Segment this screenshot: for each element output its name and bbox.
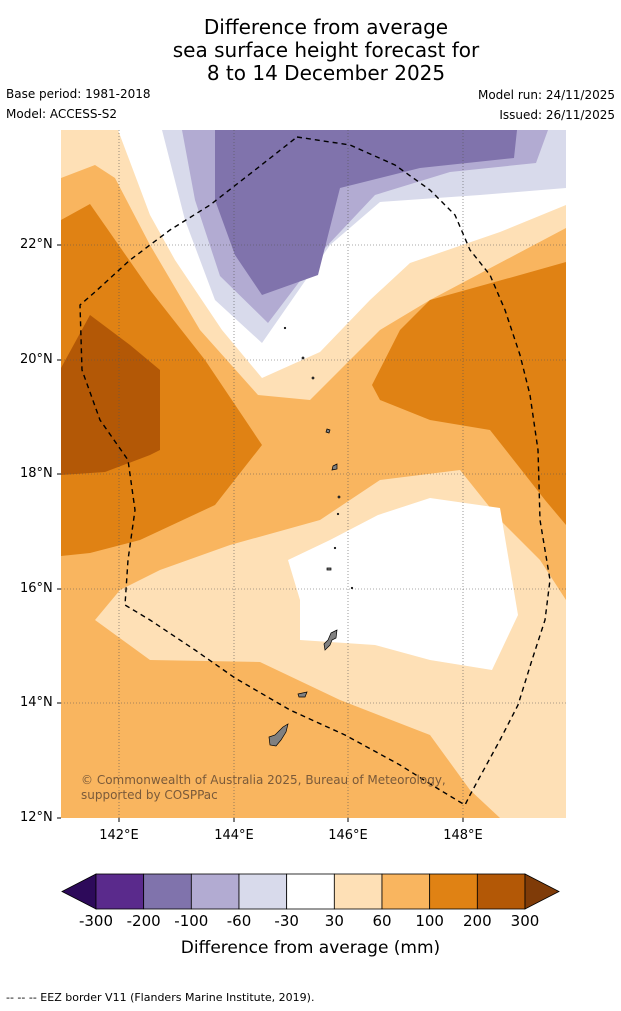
island-small-2: [331, 463, 338, 471]
colorbar-segment: [143, 873, 192, 910]
colorbar-segment: [381, 873, 431, 910]
title-line-3: 8 to 14 December 2025: [206, 61, 446, 85]
colorbar-arrow-left: [61, 873, 97, 910]
colorbar-tick-label: 30: [324, 912, 344, 930]
lat-label-20: 20°N: [20, 352, 53, 367]
map-title: Difference from average sea surface heig…: [0, 16, 621, 85]
title-line-1: Difference from average: [203, 15, 449, 39]
lon-label-142: 142°E: [99, 828, 139, 843]
island-small-3: [325, 428, 331, 434]
colorbar-tick-label: -200: [126, 912, 161, 930]
lat-label-16: 16°N: [20, 581, 53, 596]
region-minus100-200: [215, 130, 517, 295]
lat-label-14: 14°N: [20, 695, 53, 710]
colorbar-tick-label: 200: [463, 912, 492, 930]
colorbar-segment: [476, 873, 526, 910]
lat-label-12: 12°N: [20, 810, 53, 825]
lat-label-22: 22°N: [20, 237, 53, 252]
issued-date: Issued: 26/11/2025: [499, 108, 615, 122]
lon-label-144: 144°E: [214, 828, 254, 843]
colorbar-segment: [333, 873, 383, 910]
rota-island: [297, 691, 308, 698]
colorbar-tick-label: 300: [510, 912, 540, 930]
colorbar-tick-label: 60: [372, 912, 392, 930]
colorbar-tick-label: -60: [226, 912, 252, 930]
islands: [268, 326, 354, 747]
gridlines: [61, 130, 566, 818]
island-dot-1: [301, 356, 305, 360]
colorbar-segment: [190, 873, 240, 910]
island-dot-5: [333, 546, 337, 550]
island-dot-4: [336, 512, 340, 516]
lon-label-146: 146°E: [328, 828, 368, 843]
lat-label-18: 18°N: [20, 466, 53, 481]
colorbar-tick-label: -100: [174, 912, 209, 930]
guam-island: [268, 723, 289, 747]
eez-border: [79, 136, 551, 806]
colorbar-tick-label: 100: [415, 912, 444, 930]
title-line-2: sea surface height forecast for: [172, 38, 480, 62]
region-100-200-east: [372, 262, 566, 525]
eez-footnote: -- -- -- EEZ border V11 (Flanders Marine…: [6, 991, 315, 1004]
island-dot-2: [311, 376, 315, 380]
colorbar-arrow-right: [524, 873, 560, 910]
contour-regions: [61, 130, 566, 818]
colorbar-tick-label: -300: [78, 912, 114, 930]
island-dot-7: [283, 326, 287, 330]
colorbar-segment: [238, 873, 288, 910]
colorbar-tick-label: -30: [274, 912, 299, 930]
axis-ticks: [57, 244, 464, 822]
island-small-1: [326, 567, 332, 571]
base-period: Base period: 1981-2018: [6, 87, 151, 101]
colorbar-segment: [286, 873, 335, 910]
island-dot-3: [337, 495, 341, 499]
saipan-island: [323, 629, 338, 651]
colorbar: [61, 873, 560, 910]
model-name: Model: ACCESS-S2: [6, 107, 118, 121]
region-neutral-south: [288, 498, 518, 670]
lon-label-148: 148°E: [443, 828, 483, 843]
colorbar-title: Difference from average (mm): [180, 938, 441, 958]
region-200-300: [61, 315, 160, 475]
model-run: Model run: 24/11/2025: [477, 88, 615, 102]
colorbar-segment: [429, 873, 478, 910]
copyright-notice: © Commonwealth of Australia 2025, Bureau…: [81, 773, 446, 802]
island-dot-6: [350, 586, 354, 590]
colorbar-segment: [95, 873, 145, 910]
